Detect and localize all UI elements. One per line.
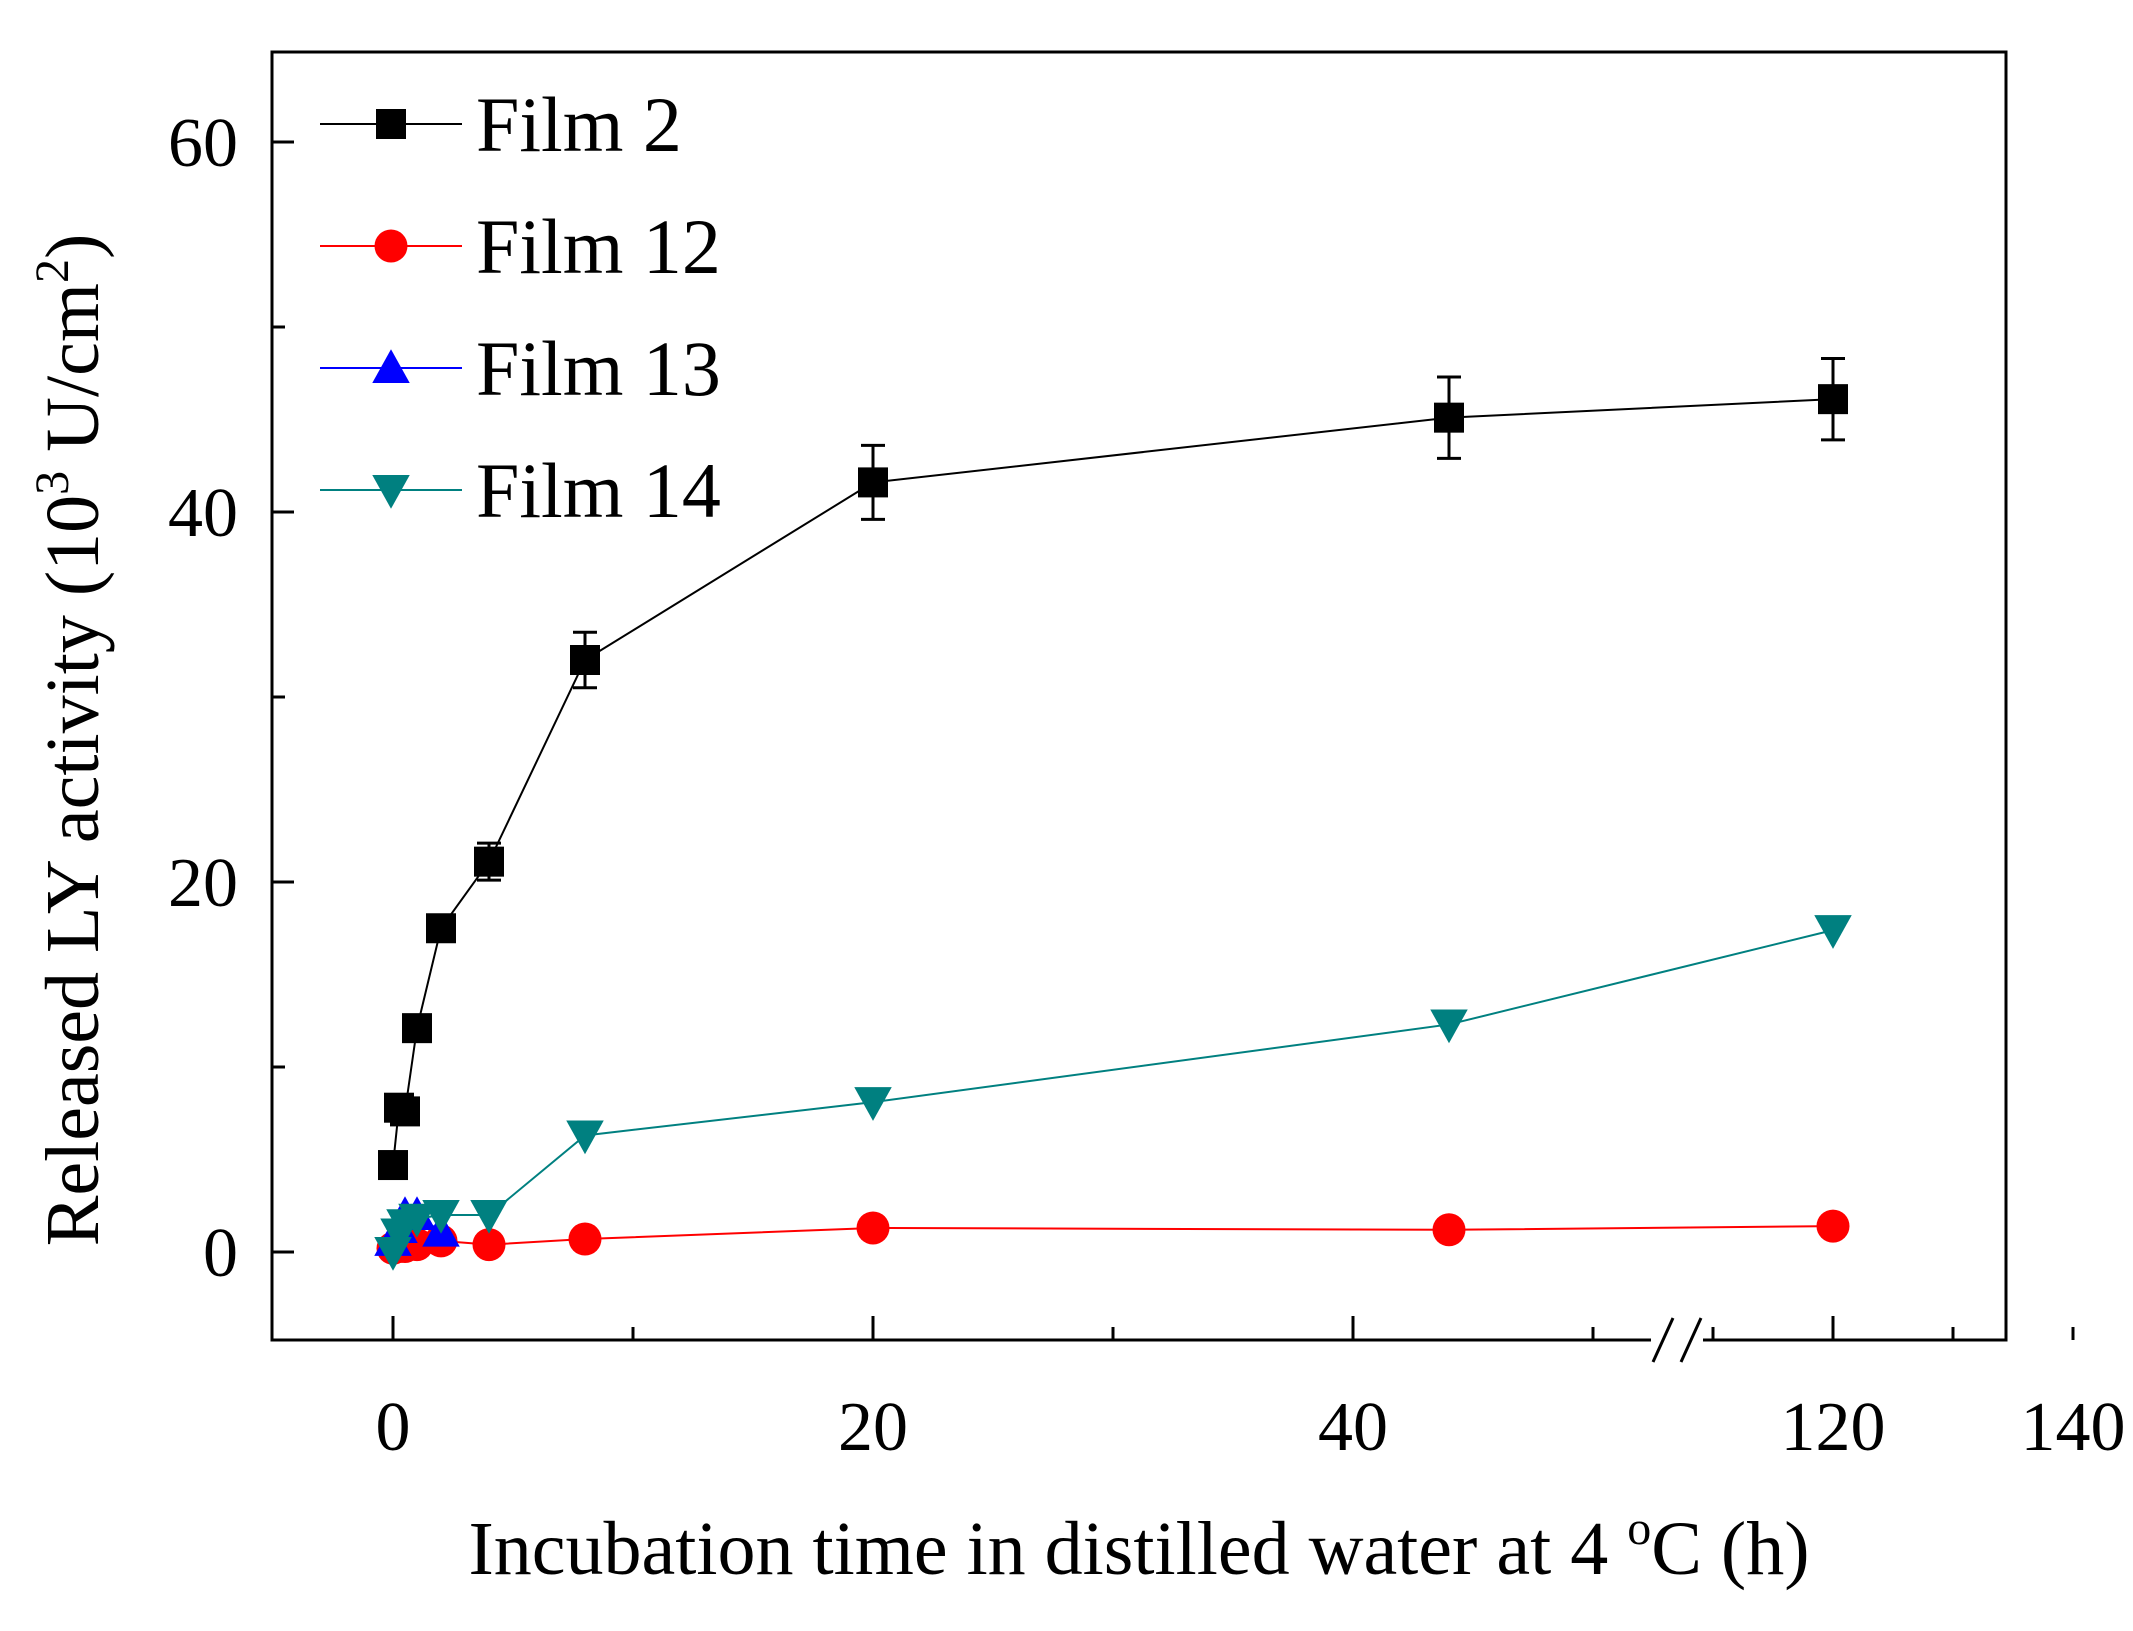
data-point	[422, 1200, 460, 1234]
series-film-12	[376, 1209, 1850, 1265]
data-point	[470, 1200, 508, 1234]
series-film-14	[374, 915, 1852, 1271]
legend-marker	[372, 349, 410, 383]
data-point	[1430, 1009, 1468, 1044]
y-tick-label: 0	[203, 1215, 238, 1292]
data-point	[856, 1211, 890, 1245]
x-tick-label: 140	[2021, 1389, 2126, 1466]
y-axis: 0 20 40 60	[168, 105, 294, 1292]
series-layer	[374, 356, 1852, 1271]
series-film-2	[378, 356, 1848, 1181]
data-point	[472, 1228, 506, 1262]
data-point	[570, 645, 600, 675]
x-tick-label: 120	[1781, 1389, 1886, 1466]
data-point	[1814, 915, 1852, 949]
legend-item: Film 13	[320, 325, 721, 412]
data-point	[1816, 1209, 1850, 1243]
data-point	[398, 1203, 436, 1238]
legend-label: Film 14	[476, 447, 721, 534]
data-point	[854, 1087, 892, 1121]
legend-item: Film 2	[320, 81, 682, 168]
data-point	[568, 1222, 602, 1256]
data-point	[1432, 1213, 1466, 1247]
legend-label: Film 13	[476, 325, 721, 412]
x-tick-label: 0	[376, 1389, 411, 1466]
data-point	[390, 1096, 420, 1127]
data-point	[402, 1013, 432, 1044]
y-axis-title: Released LY activity (103 U/cm2)	[26, 234, 115, 1247]
data-point	[858, 467, 888, 498]
legend: Film 2 Film 12 Film 13 Film 14	[320, 81, 721, 534]
data-point	[378, 1150, 408, 1181]
y-tick-label: 40	[168, 475, 238, 552]
legend-item: Film 14	[320, 447, 721, 534]
legend-label: Film 12	[476, 203, 721, 290]
x-axis: 0 20 40 120 140	[376, 1316, 2126, 1466]
data-point	[1434, 402, 1464, 433]
x-tick-label: 40	[1318, 1389, 1388, 1466]
series-line	[392, 929, 1834, 1253]
data-point	[426, 913, 456, 944]
legend-label: Film 2	[476, 81, 682, 168]
data-point	[566, 1120, 604, 1155]
x-tick-label: 20	[838, 1389, 908, 1466]
legend-marker	[374, 229, 408, 263]
x-axis-title: Incubation time in distilled water at 4 …	[468, 1502, 1809, 1591]
legend-marker	[372, 475, 410, 509]
y-tick-label: 20	[168, 845, 238, 922]
data-point	[474, 846, 504, 877]
data-point	[1818, 384, 1848, 415]
series-line	[392, 1225, 1834, 1250]
axis-break-mark	[1651, 1317, 1675, 1363]
axis-break-mark	[1679, 1317, 1703, 1363]
legend-marker	[376, 109, 406, 139]
y-tick-label: 60	[168, 105, 238, 182]
legend-item: Film 12	[320, 203, 721, 290]
